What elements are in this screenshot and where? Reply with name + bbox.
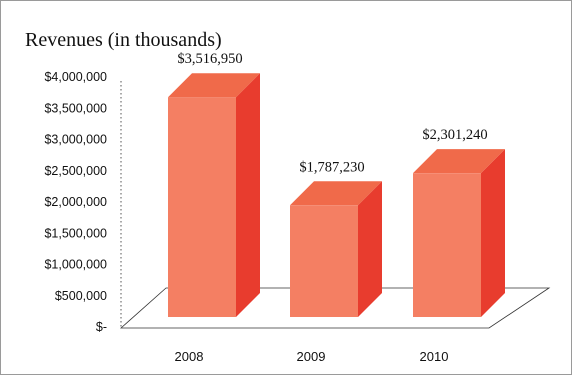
bar-top bbox=[413, 149, 505, 174]
y-tick-label: $1,500,000 bbox=[44, 226, 107, 240]
data-label: $3,516,950 bbox=[177, 51, 242, 67]
y-tick-label: $- bbox=[96, 320, 107, 334]
x-category-label: 2010 bbox=[420, 349, 449, 364]
bar-side bbox=[236, 73, 260, 317]
chart-title: Revenues (in thousands) bbox=[25, 29, 222, 51]
y-tick-label: $2,500,000 bbox=[44, 164, 107, 178]
bar bbox=[290, 205, 358, 317]
data-label: $2,301,240 bbox=[422, 127, 487, 143]
bar-side bbox=[481, 149, 505, 317]
y-tick-label: $2,000,000 bbox=[44, 195, 107, 209]
bar-top bbox=[290, 181, 382, 206]
x-category-label: 2008 bbox=[175, 349, 204, 364]
bar bbox=[413, 173, 481, 317]
data-label: $1,787,230 bbox=[299, 159, 364, 175]
bar-side bbox=[358, 181, 382, 317]
y-tick-label: $3,500,000 bbox=[44, 101, 107, 115]
bar-top bbox=[168, 73, 260, 98]
x-category-label: 2009 bbox=[297, 349, 326, 364]
y-tick-label: $4,000,000 bbox=[44, 70, 107, 84]
y-tick-label: $3,000,000 bbox=[44, 133, 107, 147]
y-tick-label: $500,000 bbox=[55, 289, 107, 303]
y-tick-label: $1,000,000 bbox=[44, 258, 107, 272]
bar bbox=[168, 97, 236, 317]
